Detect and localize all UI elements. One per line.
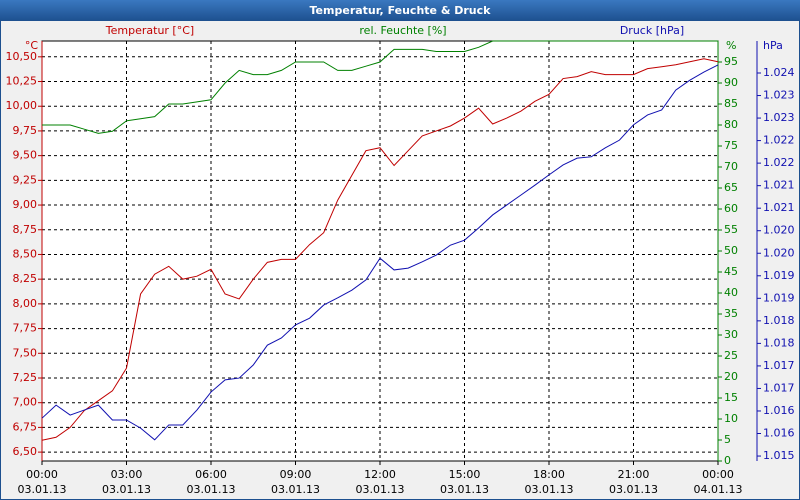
y-tick-label: 6,75: [13, 420, 38, 433]
y-tick-label: 7,50: [13, 346, 38, 359]
x-tick-label: 03:00 03.01.13: [102, 468, 151, 496]
y3-tick-label: 1.015: [763, 449, 795, 462]
y2-tick-label: 90: [724, 76, 738, 89]
y3-tick-label: 1.022: [763, 156, 795, 169]
y2-tick-label: 0: [724, 454, 731, 467]
y2-tick-label: 80: [724, 118, 738, 131]
y3-tick-label: 1.024: [763, 66, 795, 79]
y-tick-label: 7,00: [13, 396, 38, 409]
y3-tick-label: 1.018: [763, 336, 795, 349]
y-tick-label: 8,25: [13, 272, 38, 285]
x-tick-label: 21:00 03.01.13: [609, 468, 658, 496]
y-tick-label: 9,00: [13, 198, 38, 211]
y2-tick-label: 50: [724, 244, 738, 257]
y3-tick-label: 1.020: [763, 246, 795, 259]
y3-tick-label: 1.020: [763, 224, 795, 237]
y2-tick-label: 40: [724, 286, 738, 299]
y-tick-label: 10,00: [6, 99, 38, 112]
x-tick-label: 18:00 03.01.13: [524, 468, 574, 496]
y3-tick-label: 1.019: [763, 291, 795, 304]
x-tick-label: 09:00 03.01.13: [271, 468, 320, 496]
y-tick-label: 10,25: [6, 75, 38, 88]
y-tick-label: 8,50: [13, 247, 38, 260]
y-tick-label: 9,75: [13, 124, 38, 137]
y-tick-label: 8,00: [13, 297, 38, 310]
y2-tick-label: 20: [724, 370, 738, 383]
y-tick-label: 9,50: [13, 149, 38, 162]
y3-tick-label: 1.019: [763, 269, 795, 282]
y-tick-label: 7,25: [13, 371, 38, 384]
y3-unit: hPa: [763, 39, 783, 52]
y2-tick-label: 75: [724, 139, 738, 152]
y2-tick-label: 45: [724, 265, 738, 278]
y2-tick-label: 85: [724, 97, 738, 110]
y3-tick-label: 1.023: [763, 89, 795, 102]
y-unit: °C: [25, 39, 39, 52]
legend-label: rel. Feuchte [%]: [359, 24, 446, 37]
y-tick-label: 9,25: [13, 173, 38, 186]
y2-tick-label: 25: [724, 349, 738, 362]
x-tick-label: 06:00 03.01.13: [186, 468, 236, 496]
y2-tick-label: 5: [724, 433, 731, 446]
x-tick-label: 00:00 04.01.13: [693, 468, 743, 496]
y-tick-label: 7,75: [13, 322, 38, 335]
y-tick-label: 6,50: [13, 445, 38, 458]
y3-tick-label: 1.017: [763, 359, 795, 372]
y2-tick-label: 15: [724, 391, 738, 404]
y2-tick-label: 65: [724, 181, 738, 194]
y2-tick-label: 95: [724, 55, 738, 68]
y3-tick-label: 1.023: [763, 111, 795, 124]
y3-tick-label: 1.022: [763, 134, 795, 147]
y2-unit: %: [726, 39, 736, 52]
y3-tick-label: 1.018: [763, 314, 795, 327]
series-line: [41, 58, 719, 441]
legend-label: Temperatur [°C]: [105, 24, 194, 37]
y3-tick-label: 1.021: [763, 201, 795, 214]
y2-tick-label: 70: [724, 160, 738, 173]
y2-tick-label: 35: [724, 307, 738, 320]
legend-label: Druck [hPa]: [620, 24, 684, 37]
y2-tick-label: 55: [724, 223, 738, 236]
y2-tick-label: 10: [724, 412, 738, 425]
y3-tick-label: 1.021: [763, 179, 795, 192]
title-bar: [0, 0, 800, 21]
x-tick-label: 12:00 03.01.13: [355, 468, 405, 496]
x-tick-label: 15:00 03.01.13: [440, 468, 489, 496]
y3-tick-label: 1.017: [763, 381, 795, 394]
y3-tick-label: 1.016: [763, 427, 795, 440]
y-tick-label: 8,75: [13, 223, 38, 236]
chart-title: Temperatur, Feuchte & Druck: [310, 4, 492, 17]
y3-tick-label: 1.016: [763, 404, 795, 417]
x-tick-label: 00:00 03.01.13: [17, 468, 67, 496]
y2-tick-label: 60: [724, 202, 738, 215]
series-line: [41, 64, 719, 441]
y-tick-label: 10,50: [6, 50, 38, 63]
y2-tick-label: 30: [724, 328, 738, 341]
series-line: [42, 40, 718, 134]
